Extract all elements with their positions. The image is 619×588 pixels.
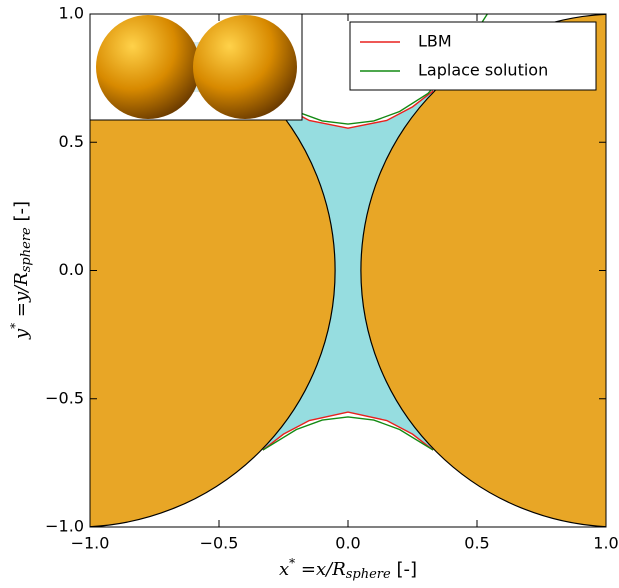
sphere xyxy=(360,14,606,527)
x-tick-label: 1.0 xyxy=(593,534,618,553)
x-tick-label: 0.5 xyxy=(464,534,489,553)
legend-label: LBM xyxy=(418,32,452,51)
y-tick-label: 1.0 xyxy=(59,4,84,23)
legend: LBM Laplace solution xyxy=(349,21,597,91)
y-axis-label: y* =y/Rsphere [-] xyxy=(8,201,34,340)
x-tick-label: −1.0 xyxy=(71,534,110,553)
x-tick-label: −0.5 xyxy=(200,534,239,553)
x-axis-label: x* =x/Rsphere [-] xyxy=(279,556,417,582)
y-tick-label: 0.5 xyxy=(59,132,84,151)
x-tick-label: 0.0 xyxy=(335,534,360,553)
legend-label: Laplace solution xyxy=(418,61,548,80)
plot-area xyxy=(90,14,606,527)
sphere xyxy=(90,14,336,527)
inset-image xyxy=(89,13,303,121)
y-tick-label: −0.5 xyxy=(45,388,84,407)
y-tick-label: −1.0 xyxy=(45,517,84,536)
y-tick-label: 0.0 xyxy=(59,260,84,279)
